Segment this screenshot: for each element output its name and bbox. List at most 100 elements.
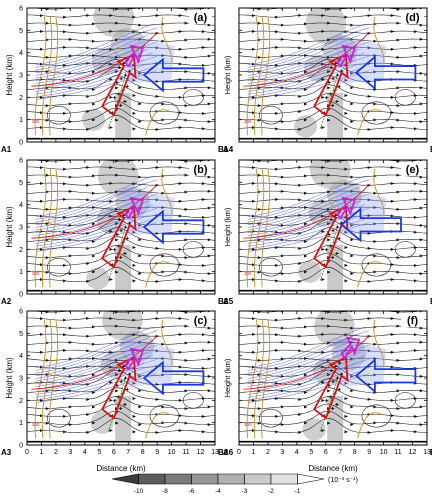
corner-label-right: B5 [430,297,432,306]
x-tick-label: 2 [266,449,270,456]
red-line [31,335,158,390]
contour-label: 300 [32,422,40,427]
blue-arrow [354,55,417,91]
panel-label: (a) [194,12,208,24]
panel-label: (c) [194,315,208,327]
streamlines [27,8,215,131]
y-axis-title: Height (km) [223,207,232,246]
shading-patch [115,395,132,441]
y-tick-label: 2 [19,95,23,102]
x-tick-label: 4 [83,449,87,456]
red-arrow [313,205,349,269]
green-line [107,377,126,432]
y-tick-label: 4 [19,353,23,360]
contours [246,168,385,288]
y-tick-label: 6 [19,6,23,13]
contours [34,168,173,288]
green-line [319,226,338,281]
x-tick-label: 0 [25,449,29,456]
magenta-arrow [124,347,144,371]
x-axis-title: Distance (km) [308,464,358,473]
colorbar-swatch [191,473,219,485]
colorbar-units: (10⁻³ s⁻¹) [328,477,358,484]
x-tick-label: 13 [211,449,219,456]
colorbar-swatch [244,473,272,485]
x-tick-label: 8 [353,449,357,456]
x-tick-label: 5 [309,449,313,456]
colorbar-tick-label: -4 [215,488,221,495]
red-arrow [101,53,137,117]
blue-arrow [142,360,205,396]
red-arrow [101,356,137,420]
red-arrow [313,53,349,117]
y-axis-title: Height (km) [223,55,232,94]
x-axis-title: Distance (km) [96,464,146,473]
x-tick-label: 10 [380,449,388,456]
contour-label: 300 [32,271,40,276]
y-axis-title: Height (km) [5,206,14,248]
corner-label-right: B6 [430,448,432,457]
shading-patch [86,267,110,290]
x-tick-label: 13 [423,449,431,456]
shading-patch [327,92,344,138]
y-tick-label: 6 [19,309,23,316]
green-line [107,74,126,129]
y-tick-label: 0 [19,443,23,450]
panel-a: 300 0 1 2 3 4 5 6 (a) A1 B1 Height (km) [1,6,229,155]
colorbar-tick-label: -10 [134,488,144,495]
contour-label: 300 [244,271,252,276]
corner-label-right: B3 [218,448,229,457]
red-line [243,184,370,239]
y-tick-label: 4 [19,50,23,57]
colorbar: -10 -8 -6 -4 -3 -2 -1 (10⁻³ s⁻¹) [111,473,358,495]
x-tick-label: 7 [126,449,130,456]
x-tick-label: 12 [409,449,417,456]
magenta-arrow [124,44,144,68]
y-tick-label: 4 [19,202,23,209]
red-arrow [101,205,137,269]
y-tick-label: 2 [19,398,23,405]
colorbar-swatch [297,473,325,485]
y-tick-label: 3 [19,73,23,80]
contours [34,16,173,136]
y-tick-label: 2 [19,247,23,254]
green-line [319,74,338,129]
colorbar-swatch [270,473,298,485]
y-tick-label: 1 [19,269,23,276]
panel-e: 300 (e) A5 B5 Height (km) [223,159,432,306]
blue-arrow [142,57,205,93]
x-tick-label: 6 [324,449,328,456]
panel-label: (b) [193,164,207,176]
green-line [319,377,338,432]
y-tick-label: 0 [19,140,23,147]
corner-label-left: A6 [223,448,234,457]
x-tick-label: 9 [155,449,159,456]
y-tick-label: 5 [19,180,23,187]
x-tick-label: 9 [367,449,371,456]
streamlines [27,160,215,283]
x-tick-label: 3 [280,449,284,456]
y-tick-label: 0 [19,292,23,299]
corner-label-left: A1 [1,145,12,154]
x-tick-label: 0 [237,449,241,456]
x-tick-label: 1 [40,449,44,456]
streamlines [27,311,215,434]
red-line [243,32,370,87]
x-tick-label: 10 [168,449,176,456]
colorbar-swatch [217,473,245,485]
x-tick-label: 11 [182,449,189,456]
shading-patch [115,244,132,290]
corner-label-right: B2 [218,297,229,306]
green-line [107,226,126,281]
panel-label: (d) [405,12,419,24]
y-tick-label: 5 [19,331,23,338]
y-axis-title: Height (km) [223,358,232,397]
corner-label-right: B4 [430,145,432,154]
magenta-arrow [336,44,356,68]
corner-label-left: A2 [1,297,12,306]
contour-label: 300 [244,119,252,124]
panel-b: 300 0 1 2 3 4 5 6 (b) A2 B2 Height (km) [1,158,229,307]
colorbar-tick-label: -2 [268,488,274,495]
x-tick-label: 6 [112,449,116,456]
